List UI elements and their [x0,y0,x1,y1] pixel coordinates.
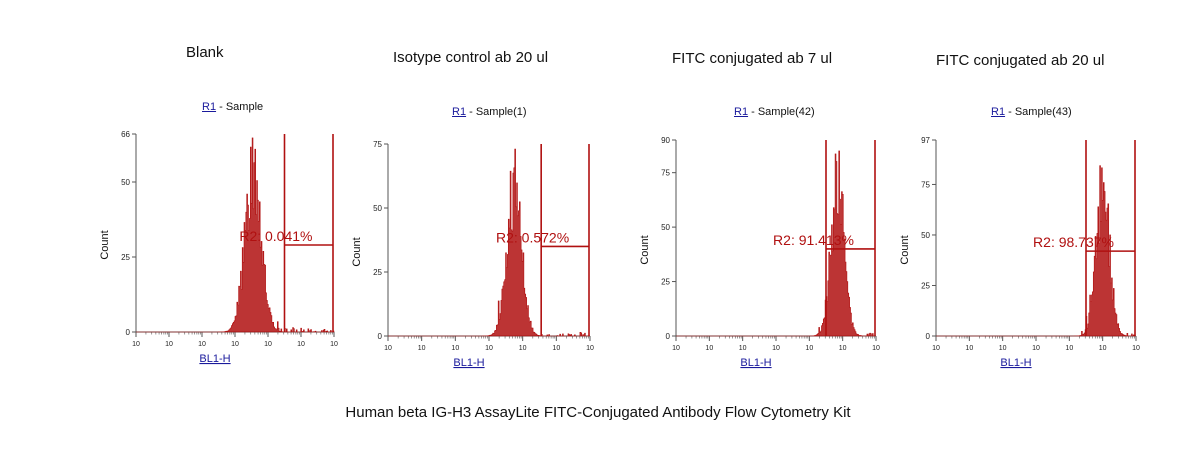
y-tick-label: 90 [661,136,670,145]
sample-name: - Sample(1) [466,106,527,118]
x-tick-label: 10 [772,345,780,352]
x-tick-label: 10 [1065,345,1073,352]
gate-r1-link[interactable]: R1 [991,106,1006,118]
x-tick-label: 10 [1032,345,1040,352]
y-tick-label: 75 [921,180,930,189]
gate-r1-link[interactable]: R1 [202,101,217,113]
panel-1-title: Blank [186,44,224,61]
y-tick-label: 50 [921,231,930,240]
gate-r1-link[interactable]: R1 [452,106,467,118]
x-tick-label: 10 [231,341,239,348]
panel-2-sample-header: R1 - Sample(1) [452,106,527,118]
x-tick-label: 10 [1099,345,1107,352]
histogram-series [136,137,335,333]
y-tick-label: 50 [373,204,382,213]
sample-name: - Sample(43) [1005,106,1072,118]
gate-r1-link[interactable]: R1 [734,106,749,118]
x-tick-label: 10 [297,341,305,348]
x-tick-label: 10 [705,345,713,352]
sample-name: - Sample(42) [748,106,815,118]
y-tick-label: 25 [373,268,382,277]
panel-3-sample-header: R1 - Sample(42) [734,106,815,118]
y-tick-label: 97 [921,136,930,145]
x-tick-label: 10 [1132,345,1140,352]
x-tick-label: 10 [672,345,680,352]
y-tick-label: 50 [121,178,130,187]
y-tick-label: 0 [378,332,383,341]
histogram-series [388,148,590,337]
y-tick-label: 75 [661,169,670,178]
x-axis-label: BL1-H [1000,357,1031,369]
x-tick-label: 10 [418,345,426,352]
y-tick-label: 0 [666,332,671,341]
x-axis-label: BL1-H [199,353,230,365]
x-tick-label: 10 [165,341,173,348]
histogram-series [676,150,876,337]
gate-r2-percent-label: R2: 0.041% [239,228,312,244]
sample-name: - Sample [216,101,264,113]
panel-1-sample-header: R1 - Sample [202,101,263,113]
y-axis-label: Count [99,230,111,259]
gate-r2-percent-label: R2: 91.413% [773,232,854,248]
x-tick-label: 10 [932,345,940,352]
x-tick-label: 10 [519,345,527,352]
x-tick-label: 10 [384,345,392,352]
y-tick-label: 0 [926,332,931,341]
x-tick-label: 10 [451,345,459,352]
x-tick-label: 10 [839,345,847,352]
x-tick-label: 10 [485,345,493,352]
panel-4-sample-header: R1 - Sample(43) [991,106,1072,118]
panel-4-title: FITC conjugated ab 20 ul [936,52,1105,69]
x-tick-label: 10 [739,345,747,352]
x-tick-label: 10 [330,341,338,348]
gate-r2-percent-label: R2: 98.737% [1033,234,1114,250]
panel-3-title: FITC conjugated ab 7 ul [672,50,833,67]
x-tick-label: 10 [552,345,560,352]
panel-2-title: Isotype control ab 20 ul [393,49,549,66]
x-tick-label: 10 [999,345,1007,352]
y-tick-label: 25 [921,281,930,290]
x-axis-label: BL1-H [453,357,484,369]
y-tick-label: 66 [121,130,130,139]
gate-r2-percent-label: R2: 0.572% [496,229,569,245]
y-tick-label: 25 [121,253,130,262]
x-tick-label: 10 [872,345,880,352]
y-tick-label: 25 [661,278,670,287]
x-tick-label: 10 [132,341,140,348]
y-tick-label: 0 [126,328,131,337]
x-tick-label: 10 [264,341,272,348]
figure-caption: Human beta IG-H3 AssayLite FITC-Conjugat… [345,404,851,421]
y-tick-label: 50 [661,223,670,232]
y-axis-label: Count [639,235,651,264]
x-tick-label: 10 [198,341,206,348]
x-axis-label: BL1-H [740,357,771,369]
y-axis-label: Count [899,235,911,264]
y-tick-label: 75 [373,140,382,149]
x-tick-label: 10 [965,345,973,352]
y-axis-label: Count [352,237,363,266]
x-tick-label: 10 [586,345,594,352]
x-tick-label: 10 [805,345,813,352]
